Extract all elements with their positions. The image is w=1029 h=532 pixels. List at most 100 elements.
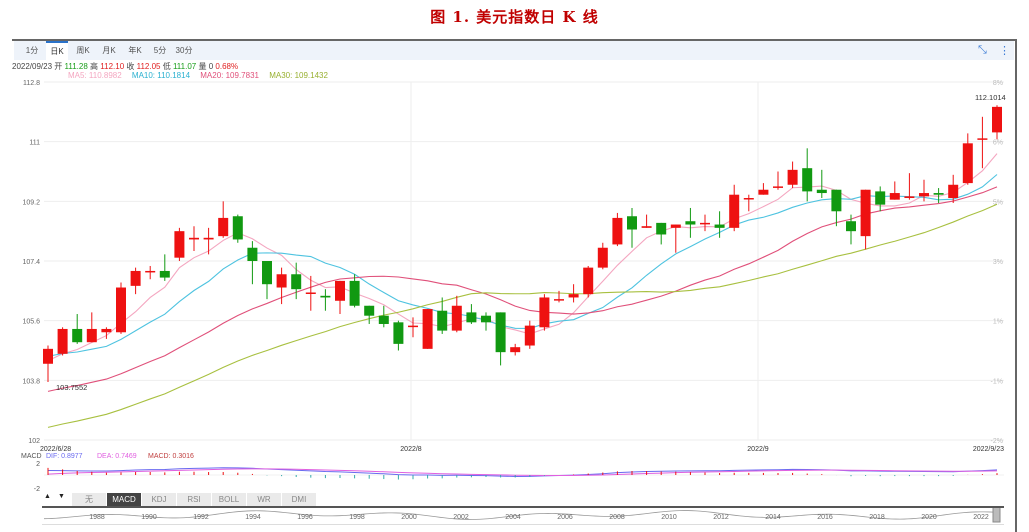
indicator-tab-boll[interactable]: BOLL [212, 493, 247, 506]
y-tick-label: 109.2 [22, 199, 40, 206]
collapse-icon[interactable]: ⤡ [978, 44, 987, 56]
pct-tick-label: 5% [993, 199, 1003, 206]
candle [116, 287, 126, 333]
tab-30min[interactable]: 30分 [175, 46, 193, 55]
scroll-down-arrow-icon[interactable]: ▼ [58, 493, 65, 500]
candle [656, 222, 667, 235]
tab-daily-k[interactable]: 日K [46, 41, 68, 60]
candle [641, 226, 652, 228]
ma10-label: MA10: 110.1814 [131, 71, 191, 80]
pct-tick-label: 1% [993, 319, 1003, 326]
tab-1min[interactable]: 1分 [25, 46, 39, 55]
indicator-tab-none[interactable]: 无 [72, 493, 107, 506]
candle [130, 270, 141, 286]
tab-weekly-k[interactable]: 周K [76, 46, 90, 55]
candle [422, 309, 433, 349]
navigator-year-label: 1990 [141, 514, 157, 521]
navigator-year-label: 2008 [609, 514, 625, 521]
candle [758, 189, 769, 195]
candle [335, 280, 345, 301]
more-menu-icon[interactable]: ⋮ [999, 45, 1010, 57]
indicator-tab-rsi[interactable]: RSI [177, 493, 212, 506]
time-navigator[interactable] [42, 506, 1004, 525]
candle [510, 347, 521, 353]
info-date: 2022/09/23 [12, 62, 53, 71]
navigator-year-label: 1992 [193, 514, 209, 521]
candle [174, 231, 185, 258]
indicator-tab-kdj[interactable]: KDJ [142, 493, 177, 506]
x-tick-label: 2022/6/28 [40, 446, 71, 453]
candle [524, 325, 535, 346]
navigator-year-label: 2012 [713, 514, 729, 521]
min-price-label: 103.7552 [56, 383, 87, 392]
navigator-year-label: 2010 [661, 514, 677, 521]
candle [554, 299, 564, 301]
x-tick-label: 2022/9 [747, 446, 769, 453]
candle [291, 274, 302, 290]
candle [670, 224, 681, 228]
x-tick-label: 2022/8 [400, 446, 422, 453]
candle [627, 216, 637, 230]
svg-text:2: 2 [36, 461, 40, 468]
candle [247, 247, 258, 261]
indicator-tab-dmi[interactable]: DMI [282, 493, 317, 506]
period-tabs: 1分 日K 周K 月K 年K 5分 30分 ⤡ ⋮ [14, 41, 1014, 60]
candle [364, 305, 375, 316]
candle [349, 280, 360, 306]
candle [787, 169, 798, 185]
candle [86, 328, 97, 343]
ohlc-info: 2022/09/23 开 111.28 高 112.10 收 112.05 低 … [12, 62, 239, 71]
navigator-year-label: 2004 [505, 514, 521, 521]
candle [714, 224, 725, 228]
candle [378, 315, 389, 324]
candle [773, 186, 783, 188]
indicator-tab-macd[interactable]: MACD [107, 493, 142, 506]
y-tick-label: 102 [28, 438, 40, 445]
candle [802, 168, 813, 192]
dea-label: DEA: 0.7469 [97, 453, 137, 460]
candle [831, 189, 842, 212]
candle [451, 305, 462, 331]
y-tick-label: 112.8 [23, 80, 40, 87]
tab-5min[interactable]: 5分 [153, 46, 167, 55]
tab-monthly-k[interactable]: 月K [102, 46, 116, 55]
candle [203, 237, 214, 240]
candle [72, 328, 83, 343]
scroll-up-arrow-icon[interactable]: ▲ [44, 493, 51, 500]
indicator-tab-wr[interactable]: WR [247, 493, 282, 506]
chart-frame [12, 39, 1017, 532]
candle [977, 138, 988, 140]
candle [276, 274, 287, 288]
ma5-line [47, 153, 998, 362]
navigator-year-label: 1998 [349, 514, 365, 521]
candle [393, 322, 404, 344]
candle [481, 315, 491, 323]
tab-yearly-k[interactable]: 年K [128, 46, 142, 55]
navigator-year-label: 2006 [557, 514, 573, 521]
candle [57, 328, 68, 354]
candle [583, 267, 594, 295]
candle [904, 196, 915, 199]
navigator-year-label: 1988 [89, 514, 105, 521]
dif-label: DIF: 0.8977 [46, 453, 83, 460]
candle [846, 221, 856, 232]
candle [962, 143, 973, 184]
candle [729, 194, 740, 228]
candle [889, 193, 900, 200]
candle [539, 297, 550, 328]
pct-tick-label: 6% [993, 140, 1003, 147]
candle [992, 106, 1002, 133]
ma-legend: MA5: 110.8982 MA10: 110.1814 MA20: 109.7… [68, 71, 336, 80]
candle [159, 270, 170, 278]
macd-label: MACD: 0.3016 [148, 453, 194, 460]
navigator-year-label: 2022 [973, 514, 989, 521]
y-tick-label: 105.6 [22, 319, 40, 326]
navigator-year-label: 2014 [765, 514, 781, 521]
y-tick-label: 107.4 [22, 259, 40, 266]
candle [743, 198, 754, 200]
candle [860, 189, 871, 237]
candle [43, 348, 53, 364]
candle [305, 292, 316, 294]
info-low: 111.07 [172, 62, 197, 71]
